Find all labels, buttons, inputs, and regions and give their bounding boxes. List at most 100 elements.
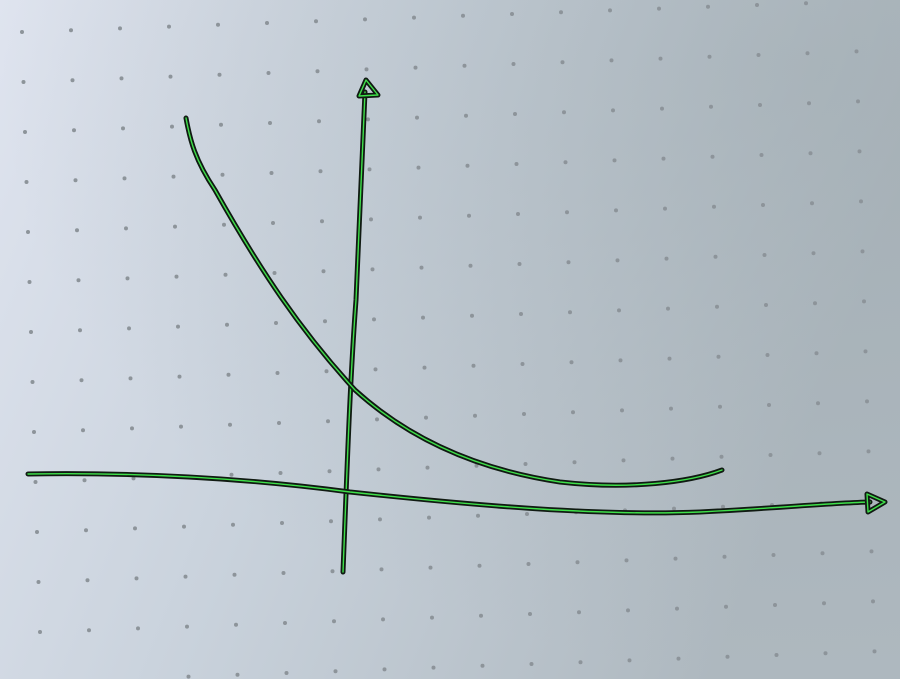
paper-dot: [706, 4, 710, 9]
paper-dot: [571, 410, 575, 415]
paper-dot: [370, 267, 375, 272]
paper-dot: [21, 80, 26, 84]
paper-dot: [764, 303, 768, 307]
paper-dot: [724, 604, 728, 609]
paper-dot: [73, 178, 78, 183]
paper-dot: [78, 328, 82, 333]
paper-dot: [128, 376, 133, 381]
paper-dot: [565, 210, 569, 215]
paper-dot: [664, 256, 669, 261]
paper-dot: [271, 221, 275, 225]
paper-dot: [817, 451, 822, 456]
paper-dot: [804, 1, 808, 6]
paper-dot: [314, 19, 318, 24]
paper-dot: [170, 124, 174, 129]
paper-dot: [75, 228, 79, 233]
paper-dot: [275, 371, 280, 375]
paper-dot: [32, 430, 36, 434]
y-axis: [340, 77, 381, 575]
paper-dot: [721, 504, 725, 509]
paper-dot: [660, 106, 664, 111]
paper-dot: [70, 78, 75, 83]
paper-dot: [381, 617, 385, 622]
paper-dot: [231, 522, 235, 527]
paper-dot: [657, 6, 661, 11]
paper-dot: [373, 367, 378, 372]
paper-dot: [412, 15, 416, 20]
paper-dot: [317, 119, 321, 124]
paper-dot: [862, 299, 866, 304]
paper-dot: [372, 317, 376, 322]
paper-dot: [758, 103, 762, 107]
paper-dot: [762, 253, 767, 257]
paper-dot: [774, 653, 779, 657]
paper-dot: [709, 104, 713, 109]
paper-dot: [560, 60, 565, 65]
paper-dot: [136, 626, 140, 631]
paper-dot: [626, 608, 630, 613]
paper-dot: [627, 658, 632, 663]
paper-dot: [321, 269, 326, 274]
paper-dot: [26, 230, 30, 234]
paper-dot: [173, 224, 177, 229]
paper-dot: [220, 172, 225, 177]
paper-dot: [330, 569, 335, 574]
paper-dot: [528, 612, 532, 616]
paper-dot: [477, 563, 482, 568]
paper-dot: [854, 49, 859, 54]
paper-dot: [811, 251, 816, 256]
paper-dot: [318, 169, 323, 174]
paper-dot: [280, 521, 284, 525]
paper-dot: [618, 358, 623, 363]
paper-dot: [715, 304, 719, 309]
paper-dot: [465, 163, 470, 168]
paper-dot: [510, 12, 514, 16]
paper-dot: [30, 380, 35, 384]
paper-dot: [621, 458, 626, 463]
paper-dot: [29, 330, 33, 334]
paper-dot: [185, 624, 189, 629]
paper-dot: [474, 463, 479, 468]
paper-dot: [611, 108, 615, 113]
paper-dot: [425, 465, 430, 470]
x-axis: [25, 471, 888, 516]
paper-dot: [608, 8, 612, 13]
paper-dot: [865, 399, 869, 404]
paper-dot: [810, 201, 814, 206]
paper-dot: [133, 526, 137, 531]
paper-dot: [131, 476, 136, 481]
paper-dot: [710, 154, 715, 159]
paper-dot: [269, 171, 274, 175]
paper-dot: [620, 408, 624, 413]
paper-dot: [33, 480, 38, 484]
paper-dot: [234, 622, 238, 627]
paper-dot: [673, 556, 678, 561]
paper-dot: [124, 226, 128, 231]
paper-dot: [756, 53, 761, 57]
paper-dot: [718, 404, 722, 409]
paper-dot: [171, 174, 176, 179]
paper-dot: [667, 356, 672, 361]
paper-dot: [716, 354, 721, 359]
paper-dot: [281, 571, 286, 575]
paper-dot: [333, 669, 338, 674]
paper-dot: [415, 115, 419, 120]
paper-dot: [79, 378, 84, 383]
paper-dot: [118, 26, 122, 31]
paper-dot: [179, 424, 183, 429]
paper-dot: [516, 212, 520, 216]
paper-dot: [520, 362, 525, 366]
paper-dot: [20, 30, 24, 34]
decay-curve: [183, 115, 725, 488]
paper-dot: [225, 322, 229, 327]
paper-dot: [863, 349, 868, 354]
paper-dot: [419, 265, 424, 270]
paper-dot: [719, 454, 724, 459]
paper-dot: [82, 478, 87, 483]
paper-dot: [615, 258, 620, 263]
paper-dot: [872, 649, 877, 654]
paper-dot: [134, 576, 139, 581]
paper-dot: [367, 167, 372, 172]
paper-dot: [431, 665, 436, 670]
